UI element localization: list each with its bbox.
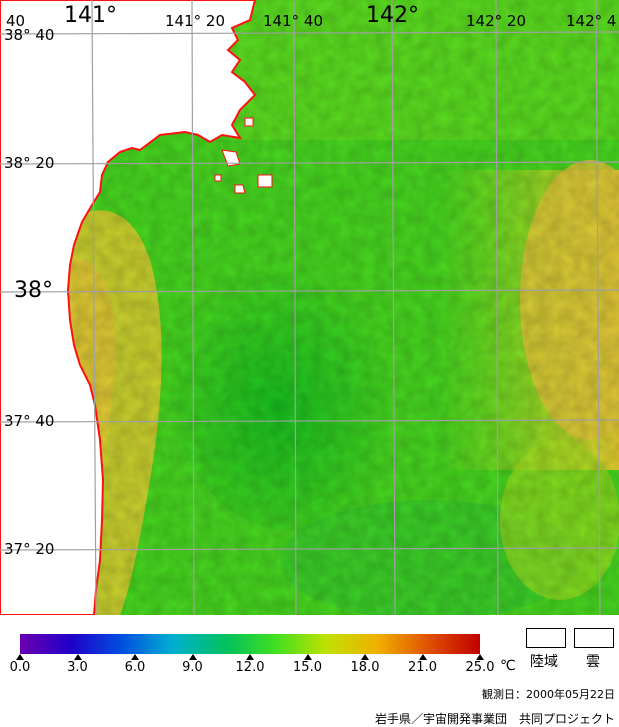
colorbar-tick-label: 0.0 — [9, 660, 31, 675]
colorbar-tick-mark — [246, 654, 254, 660]
island — [244, 117, 254, 127]
colorbar-tick-label: 6.0 — [124, 660, 146, 675]
lat-label-38-20: 38° 20 — [4, 154, 55, 172]
meridian-141-40 — [293, 0, 297, 615]
lon-label-142-40: 142° 4 — [566, 12, 617, 30]
parallel-38-00 — [0, 289, 619, 293]
lon-label-142: 142° — [366, 3, 419, 28]
parallel-37-40 — [0, 419, 619, 423]
colorbar-tick-label: 25.0 — [465, 660, 495, 675]
map-canvas — [0, 0, 619, 615]
colorbar-tick-label: 3.0 — [67, 660, 88, 675]
colorbar-tick-mark — [476, 654, 484, 660]
credit-line: 岩手県／宇宙開発事業団 共同プロジェクト — [374, 712, 615, 726]
colorbar-tick-mark — [361, 654, 369, 660]
parallel-38-40 — [0, 31, 619, 35]
graticule — [0, 0, 619, 615]
meridian-142-20 — [495, 0, 499, 615]
colorbar-tick-mark — [131, 654, 139, 660]
colorbar-tick-label: 21.0 — [408, 660, 437, 675]
island — [214, 174, 222, 182]
colorbar-tick-mark — [303, 654, 312, 660]
island — [257, 174, 273, 188]
lat-label-38: 38° — [14, 278, 53, 303]
colorbar-tick-mark — [418, 654, 427, 660]
colorbar-tick-mark — [16, 654, 24, 660]
colorbar-tick-mark — [188, 654, 197, 660]
island — [234, 184, 246, 194]
colorbar-tick-label: 9.0 — [182, 660, 203, 675]
parallel-38-20 — [0, 161, 619, 165]
cloud-legend-swatch — [574, 628, 614, 648]
parallel-37-20 — [0, 547, 619, 551]
corner-label: 40 — [6, 12, 26, 30]
lon-label-141-20: 141° 20 — [165, 12, 225, 30]
sea-surface-temperature-map: 141° 141° 20 141° 40 142° 142° 20 142° 4… — [0, 0, 619, 615]
temperature-colorbar — [20, 634, 480, 654]
lon-label-141: 141° — [64, 3, 117, 28]
meridian-141-00 — [91, 0, 97, 615]
temperature-unit: ℃ — [500, 658, 516, 674]
lat-label-37-40: 37° 40 — [4, 412, 55, 430]
cloud-legend-label: 雲 — [586, 654, 600, 670]
colorbar-tick-label: 18.0 — [350, 660, 380, 675]
island — [221, 149, 241, 167]
land-area — [0, 0, 257, 615]
meridian-142-00 — [391, 0, 396, 615]
colorbar-tick-mark — [73, 654, 82, 660]
lon-label-141-40: 141° 40 — [263, 12, 323, 30]
lat-label-38-40: 38° 40 — [4, 26, 55, 44]
lon-label-142-20: 142° 20 — [466, 12, 526, 30]
colorbar-tick-label: 15.0 — [293, 660, 322, 675]
land-legend-label: 陸域 — [530, 654, 558, 670]
land-legend-swatch — [526, 628, 566, 648]
meridian-141-20 — [191, 0, 195, 615]
lat-label-37-20: 37° 20 — [4, 540, 55, 558]
observation-date: 観測日：2000年05月22日 — [482, 688, 615, 701]
meridian-142-40 — [595, 0, 601, 615]
colorbar-tick-label: 12.0 — [235, 660, 265, 675]
